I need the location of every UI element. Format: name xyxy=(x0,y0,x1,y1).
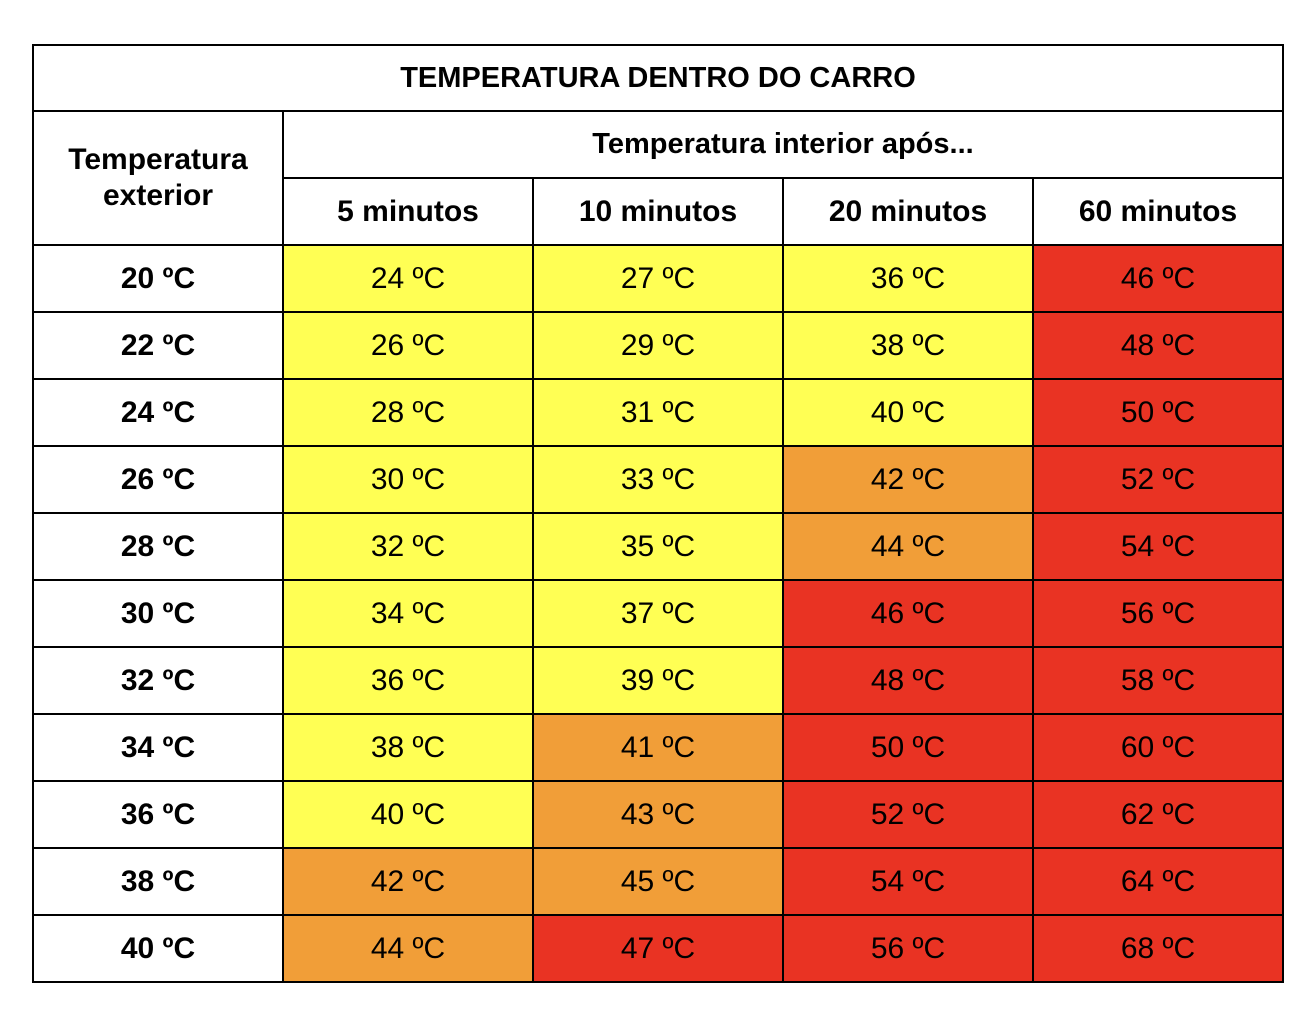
inside-temperature-cell: 40 ºC xyxy=(782,378,1034,447)
inside-temperature-cell: 24 ºC xyxy=(282,244,534,313)
inside-temperature-cell: 36 ºC xyxy=(282,646,534,715)
inside-temperature-cell: 44 ºC xyxy=(782,512,1034,581)
inside-temperature-cell: 28 ºC xyxy=(282,378,534,447)
inside-temperature-cell: 33 ºC xyxy=(532,445,784,514)
inside-temperature-cell: 29 ºC xyxy=(532,311,784,380)
inside-temperature-cell: 37 ºC xyxy=(532,579,784,648)
inside-temperature-cell: 32 ºC xyxy=(282,512,534,581)
outside-temperature-cell: 30 ºC xyxy=(32,579,284,648)
inside-temperature-cell: 42 ºC xyxy=(782,445,1034,514)
inside-temperature-cell: 50 ºC xyxy=(1032,378,1284,447)
inside-temperature-cell: 54 ºC xyxy=(782,847,1034,916)
outside-temperature-header: Temperatura exterior xyxy=(32,110,284,246)
outside-temperature-cell: 28 ºC xyxy=(32,512,284,581)
outside-temperature-cell: 26 ºC xyxy=(32,445,284,514)
inside-temperature-cell: 64 ºC xyxy=(1032,847,1284,916)
inside-temperature-cell: 38 ºC xyxy=(282,713,534,782)
table-row: 34 ºC 38 ºC 41 ºC 50 ºC 60 ºC xyxy=(32,713,1284,782)
inside-temperature-cell: 38 ºC xyxy=(782,311,1034,380)
inside-temperature-cell: 31 ºC xyxy=(532,378,784,447)
column-header-5-min: 5 minutos xyxy=(282,177,534,246)
table-row: 30 ºC 34 ºC 37 ºC 46 ºC 56 ºC xyxy=(32,579,1284,648)
inside-temperature-cell: 43 ºC xyxy=(532,780,784,849)
table-row: 40 ºC 44 ºC 47 ºC 56 ºC 68 ºC xyxy=(32,914,1284,983)
outside-temperature-cell: 40 ºC xyxy=(32,914,284,983)
inside-temperature-cell: 52 ºC xyxy=(782,780,1034,849)
inside-temperature-cell: 56 ºC xyxy=(782,914,1034,983)
temperature-table: TEMPERATURA DENTRO DO CARRO Temperatura … xyxy=(32,44,1284,983)
outside-temperature-cell: 20 ºC xyxy=(32,244,284,313)
inside-temperature-cell: 68 ºC xyxy=(1032,914,1284,983)
column-header-10-min: 10 minutos xyxy=(532,177,784,246)
outside-temperature-cell: 34 ºC xyxy=(32,713,284,782)
outside-temperature-cell: 22 ºC xyxy=(32,311,284,380)
inside-temperature-cell: 27 ºC xyxy=(532,244,784,313)
column-header-60-min: 60 minutos xyxy=(1032,177,1284,246)
inside-temperature-cell: 50 ºC xyxy=(782,713,1034,782)
column-header-20-min: 20 minutos xyxy=(782,177,1034,246)
table-row: 36 ºC 40 ºC 43 ºC 52 ºC 62 ºC xyxy=(32,780,1284,849)
inside-temperature-cell: 35 ºC xyxy=(532,512,784,581)
inside-temperature-cell: 52 ºC xyxy=(1032,445,1284,514)
inside-temperature-header: Temperatura interior após... xyxy=(282,110,1284,179)
table-row: 20 ºC 24 ºC 27 ºC 36 ºC 46 ºC xyxy=(32,244,1284,313)
table-row: 24 ºC 28 ºC 31 ºC 40 ºC 50 ºC xyxy=(32,378,1284,447)
table-row: 28 ºC 32 ºC 35 ºC 44 ºC 54 ºC xyxy=(32,512,1284,581)
inside-temperature-cell: 30 ºC xyxy=(282,445,534,514)
inside-temperature-cell: 34 ºC xyxy=(282,579,534,648)
outside-temperature-cell: 38 ºC xyxy=(32,847,284,916)
table-row: 26 ºC 30 ºC 33 ºC 42 ºC 52 ºC xyxy=(32,445,1284,514)
outside-temperature-cell: 36 ºC xyxy=(32,780,284,849)
inside-temperature-cell: 44 ºC xyxy=(282,914,534,983)
inside-temperature-cell: 45 ºC xyxy=(532,847,784,916)
table-title: TEMPERATURA DENTRO DO CARRO xyxy=(32,44,1284,112)
inside-temperature-cell: 46 ºC xyxy=(1032,244,1284,313)
outside-temperature-cell: 32 ºC xyxy=(32,646,284,715)
outside-temperature-header-label: Temperatura exterior xyxy=(68,143,248,212)
inside-temperature-cell: 54 ºC xyxy=(1032,512,1284,581)
inside-temperature-cell: 26 ºC xyxy=(282,311,534,380)
inside-temperature-cell: 41 ºC xyxy=(532,713,784,782)
inside-temperature-cell: 47 ºC xyxy=(532,914,784,983)
inside-temperature-cell: 36 ºC xyxy=(782,244,1034,313)
inside-temperature-cell: 62 ºC xyxy=(1032,780,1284,849)
table-row: 32 ºC 36 ºC 39 ºC 48 ºC 58 ºC xyxy=(32,646,1284,715)
inside-temperature-cell: 58 ºC xyxy=(1032,646,1284,715)
inside-temperature-cell: 39 ºC xyxy=(532,646,784,715)
table-row: 38 ºC 42 ºC 45 ºC 54 ºC 64 ºC xyxy=(32,847,1284,916)
inside-temperature-cell: 60 ºC xyxy=(1032,713,1284,782)
table-row: 22 ºC 26 ºC 29 ºC 38 ºC 48 ºC xyxy=(32,311,1284,380)
inside-temperature-cell: 40 ºC xyxy=(282,780,534,849)
inside-temperature-cell: 48 ºC xyxy=(1032,311,1284,380)
inside-temperature-cell: 56 ºC xyxy=(1032,579,1284,648)
inside-temperature-cell: 48 ºC xyxy=(782,646,1034,715)
inside-temperature-cell: 42 ºC xyxy=(282,847,534,916)
outside-temperature-cell: 24 ºC xyxy=(32,378,284,447)
inside-temperature-cell: 46 ºC xyxy=(782,579,1034,648)
